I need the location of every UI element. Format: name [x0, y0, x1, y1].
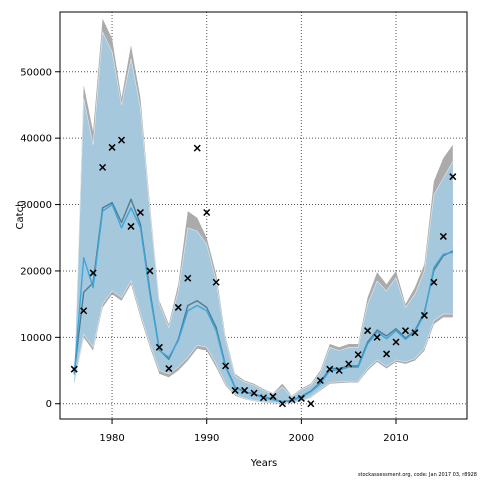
observed-catch-point — [212, 278, 220, 286]
x-axis: 1980 1990 2000 2010 — [99, 419, 409, 444]
observed-catch-point — [316, 376, 324, 385]
y-tick-label: 50000 — [20, 67, 52, 78]
x-tick-label: 1980 — [99, 433, 124, 444]
observed-catch-point — [117, 136, 126, 144]
observed-catch-point — [269, 392, 277, 400]
observed-catch-point — [430, 278, 438, 286]
observed-catch-point — [326, 365, 334, 373]
y-tick-label: 10000 — [20, 333, 52, 344]
x-axis-title: Years — [250, 458, 277, 469]
observed-points — [70, 136, 457, 408]
observed-catch-point — [250, 389, 258, 397]
y-tick-label: 40000 — [20, 134, 52, 145]
observed-catch-point — [108, 143, 116, 151]
band-upper-edge — [73, 30, 454, 397]
observed-catch-point — [146, 267, 154, 275]
observed-catch-point — [203, 208, 211, 217]
observed-catch-point — [193, 144, 201, 152]
x-tick-label: 1990 — [194, 433, 219, 444]
y-tick-label: 0 — [46, 399, 52, 410]
observed-catch-point — [364, 327, 372, 335]
observed-catch-point — [373, 333, 381, 341]
observed-catch-point — [136, 208, 144, 217]
observed-catch-point — [354, 351, 362, 359]
observed-catch-point — [127, 222, 135, 230]
footer-credit: stockassessment.org, code: Jan 2017 03, … — [357, 472, 477, 478]
y-tick-label: 20000 — [20, 266, 52, 277]
observed-catch-point — [345, 360, 353, 368]
observed-catch-point — [184, 274, 192, 282]
observed-catch-point — [70, 365, 78, 373]
observed-catch-point — [401, 327, 410, 335]
confidence-band-1 — [74, 31, 453, 404]
observed-catch-point — [439, 232, 447, 240]
band-lower-edge — [73, 280, 453, 404]
observed-catch-point — [259, 394, 268, 402]
observed-catch-point — [307, 400, 315, 408]
y-axis: 0 10000 20000 30000 40000 50000 — [20, 67, 60, 410]
observed-catch-point — [80, 307, 88, 315]
observed-catch-point — [392, 338, 400, 346]
y-tick-label: 30000 — [20, 200, 52, 211]
observed-catch-point — [155, 343, 163, 351]
observed-catch-point — [335, 367, 343, 375]
y-axis-title: Catch — [15, 201, 26, 230]
observed-catch-point — [241, 386, 249, 394]
confidence-bands — [73, 18, 454, 404]
observed-catch-point — [89, 269, 97, 277]
observed-catch-point — [278, 400, 286, 408]
observed-catch-point — [174, 303, 182, 311]
observed-catch-point — [297, 394, 305, 402]
observed-catch-point — [99, 163, 107, 171]
observed-catch-point — [165, 365, 173, 373]
observed-catch-point — [222, 362, 230, 370]
observed-catch-point — [411, 329, 419, 337]
plot-frame — [59, 11, 468, 420]
observed-catch-point — [288, 396, 296, 404]
x-tick-label: 2000 — [289, 433, 314, 444]
observed-catch-point — [383, 350, 391, 358]
observed-catch-point — [420, 311, 428, 319]
observed-catch-point — [449, 173, 457, 181]
x-tick-label: 2010 — [383, 433, 408, 444]
observed-catch-point — [231, 386, 239, 394]
